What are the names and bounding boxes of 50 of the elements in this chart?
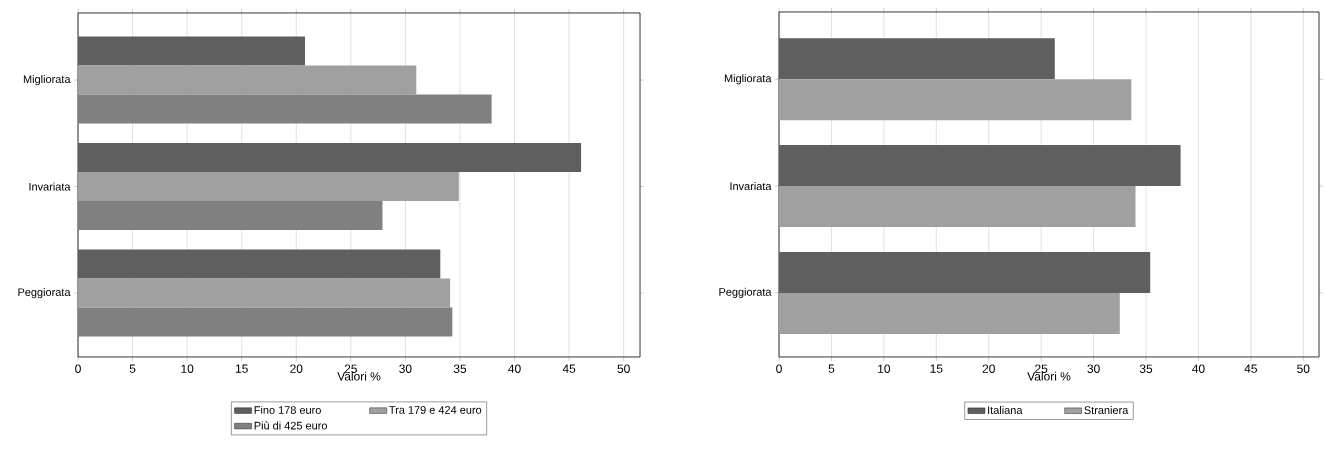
x-tick-label: 0: [776, 364, 782, 373]
x-tick-label: 50: [1297, 364, 1310, 373]
bar: [78, 307, 453, 337]
x-tick-label: 30: [399, 364, 412, 373]
bar: [78, 65, 417, 95]
legend-label: Straniera: [1084, 406, 1129, 415]
bar: [779, 186, 1136, 228]
x-tick-label: 45: [1244, 364, 1257, 373]
x-tick-label: 25: [344, 364, 357, 373]
x-tick-label: 15: [930, 364, 943, 373]
legend-label: Tra 179 e 424 euro: [389, 406, 482, 414]
x-tick-label: 10: [878, 364, 891, 373]
legend-label: Fino 178 euro: [254, 405, 321, 414]
y-tick-label: Migliorata: [23, 74, 71, 86]
bar: [78, 94, 492, 124]
y-tick-label: Peggiorata: [719, 287, 772, 298]
bar: [779, 251, 1151, 293]
bar: [78, 143, 582, 173]
y-tick-label: Invariata: [730, 182, 772, 191]
bar: [779, 145, 1181, 187]
x-tick-label: 50: [617, 364, 630, 373]
x-tick-label: 10: [181, 364, 194, 373]
bar: [78, 172, 459, 202]
bar: [78, 278, 451, 308]
x-tick-label: 45: [562, 364, 576, 373]
x-axis-title: Valori %: [337, 371, 381, 381]
bar: [78, 249, 441, 279]
x-tick-label: 30: [1087, 364, 1100, 373]
bar: [78, 201, 383, 231]
bar: [779, 79, 1132, 121]
x-tick-label: 25: [1035, 364, 1048, 373]
x-tick-label: 35: [1139, 364, 1153, 373]
x-tick-label: 5: [129, 364, 136, 373]
x-tick-label: 20: [290, 364, 303, 373]
x-tick-label: 40: [1192, 364, 1205, 373]
y-tick-label: Migliorata: [724, 74, 772, 85]
x-tick-label: 20: [982, 364, 995, 373]
x-tick-label: 15: [235, 364, 248, 373]
legend-label: Italiana: [988, 406, 1023, 415]
y-tick-label: Peggiorata: [18, 287, 71, 299]
x-tick-label: 35: [453, 364, 467, 373]
y-tick-label: Invariata: [29, 182, 71, 191]
x-tick-label: 0: [75, 364, 81, 373]
x-tick-label: 40: [508, 364, 521, 373]
bar: [78, 36, 305, 66]
x-axis-title: Valori %: [1027, 371, 1071, 381]
bar: [779, 38, 1055, 80]
legend-label: Più di 425 euro: [254, 421, 327, 430]
x-tick-label: 5: [828, 364, 835, 373]
bar: [779, 292, 1120, 334]
